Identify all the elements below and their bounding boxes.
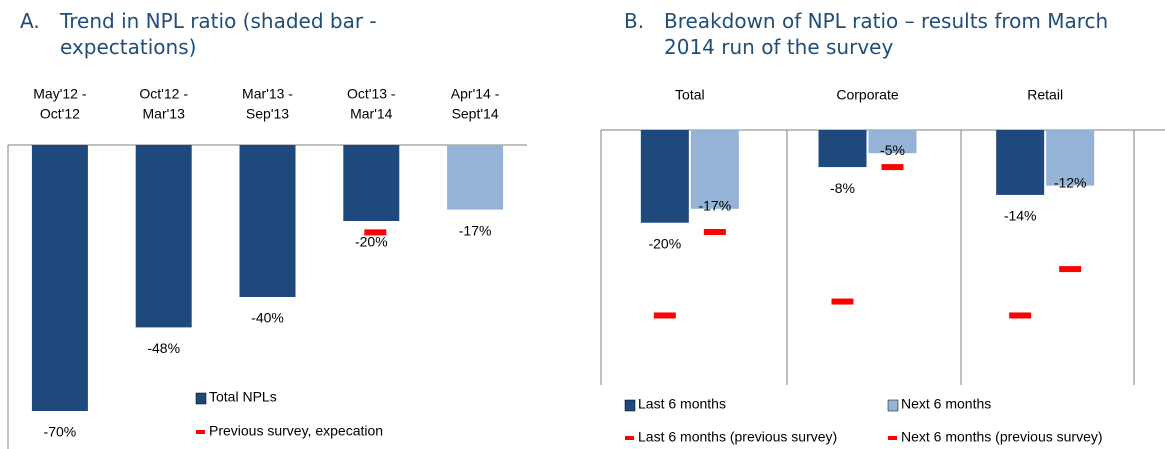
legend-swatch [625,436,634,440]
value-label: -20% [648,235,681,251]
marker [703,229,726,235]
value-label: -40% [251,310,284,326]
x-tick-label: Mar'14 [350,106,393,122]
value-label: -14% [1004,208,1037,224]
value-label: -8% [830,180,855,196]
marker [881,164,904,171]
value-label: -12% [1054,174,1087,190]
bar [640,130,689,223]
marker [1009,312,1032,319]
value-label: -5% [880,142,905,158]
panel-label: B. [624,9,645,33]
value-label: -20% [355,234,388,250]
title-a: A. Trend in NPL ratio (shaded bar - expe… [20,8,490,60]
bar [996,130,1045,195]
x-tick-label: Oct'13 - [347,86,396,102]
legend-swatch [195,392,207,405]
marker [831,298,854,305]
panel-label: A. [20,9,40,33]
legend-label: Next 6 months (previous survey) [901,429,1103,445]
value-label: -70% [44,424,77,440]
bar [868,130,917,154]
legend-label: Next 6 months [901,396,991,412]
legend-swatch [887,399,899,412]
x-tick-label: Retail [1027,87,1063,103]
legend-label: Last 6 months [638,396,726,412]
value-label: -17% [459,222,492,238]
x-tick-label: May'12 - [33,86,87,102]
bar [447,145,504,210]
marker [364,229,387,236]
legend-label: Last 6 months (previous survey) [638,429,837,445]
x-tick-label: Oct'12 - [139,86,188,102]
bar [1046,130,1095,186]
x-tick-label: Oct'12 [40,106,80,122]
x-tick-label: Sep'13 [246,106,289,122]
legend-swatch [888,436,897,440]
bar [343,145,400,221]
marker [653,312,676,319]
legend-swatch [196,430,205,434]
title-b: B. Breakdown of NPL ratio – results from… [624,8,1164,60]
x-tick-label: Total [675,87,705,103]
bar [818,130,867,168]
x-tick-label: Mar'13 - [242,86,293,102]
chart-title: Breakdown of NPL ratio – results from Ma… [664,9,1109,59]
x-tick-label: Mar'13 [143,106,186,122]
value-label: -17% [698,198,731,214]
x-tick-label: Sept'14 [452,106,499,122]
bar [135,145,192,328]
marker [1059,266,1082,273]
x-tick-label: Corporate [836,87,898,103]
x-tick-label: Apr'14 - [451,86,500,102]
bar [690,130,739,209]
legend-swatch [624,399,636,412]
legend-label: Total NPLs [209,389,277,405]
bar [31,145,88,411]
legend-label: Previous survey, expecation [209,423,383,439]
value-label: -48% [147,340,180,356]
bar [239,145,296,297]
chart-title: Trend in NPL ratio (shaded bar - expecta… [60,9,377,59]
